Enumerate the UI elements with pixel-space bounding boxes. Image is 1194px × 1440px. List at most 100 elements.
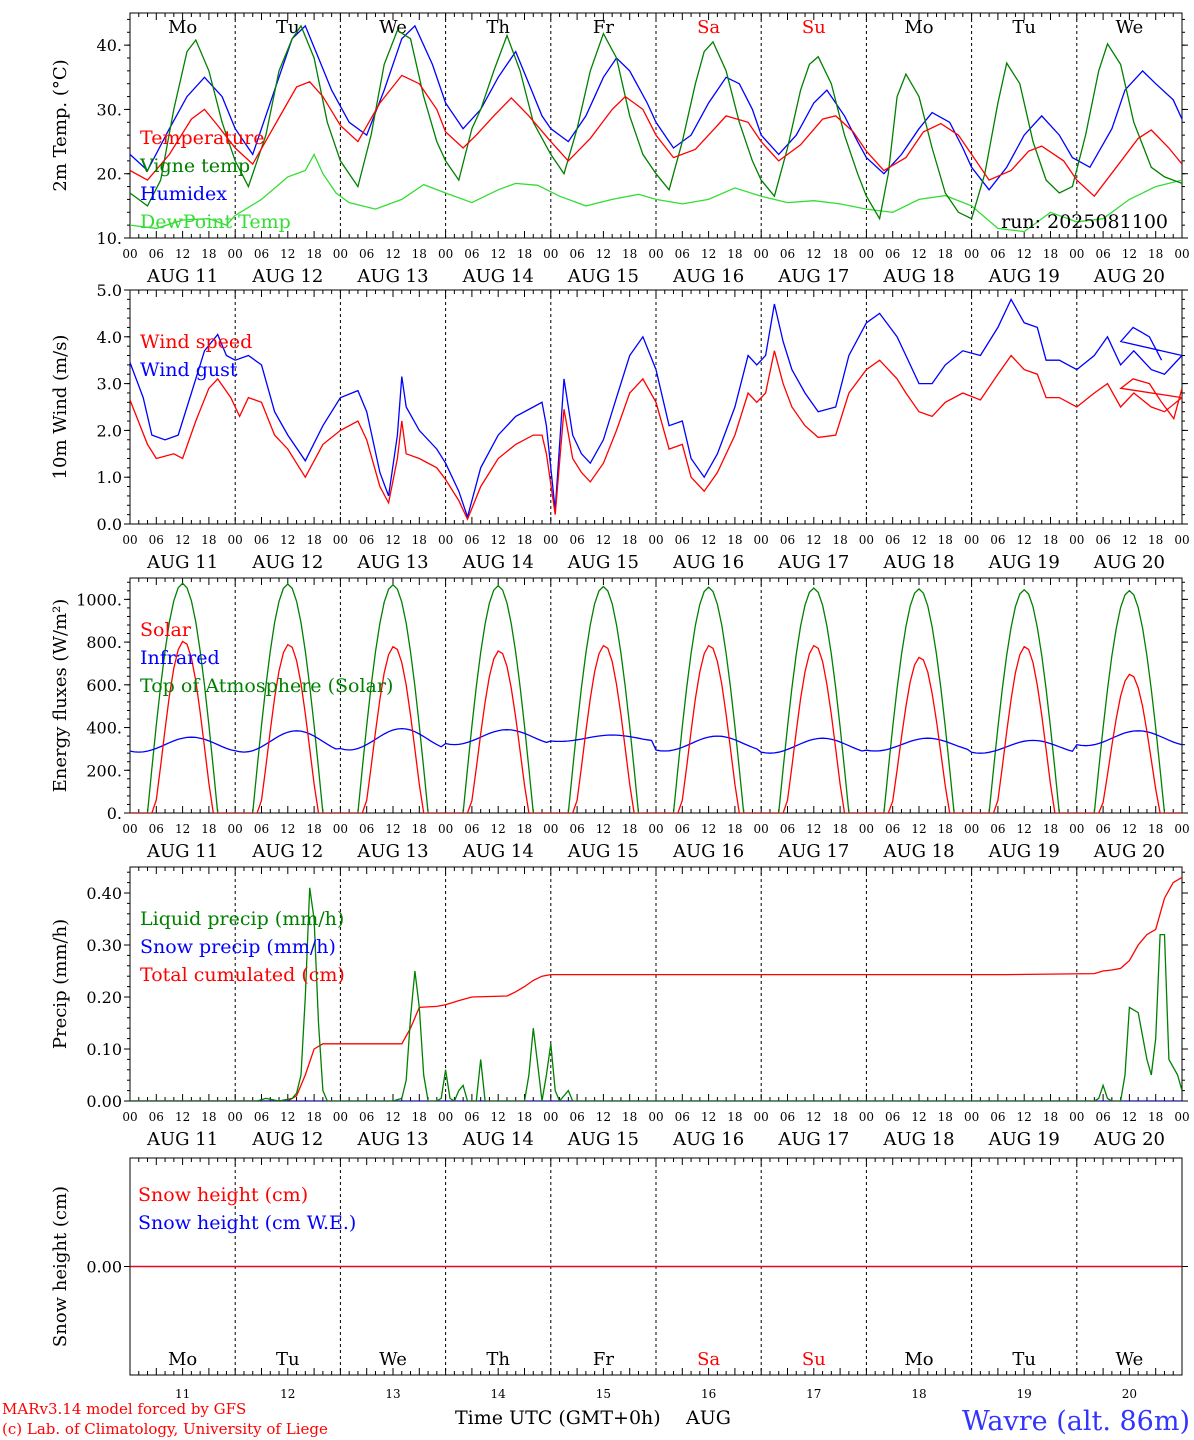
hour-tick-label: 06	[359, 1110, 374, 1124]
hour-tick-label: 00	[438, 247, 453, 261]
hour-tick-label: 06	[569, 1110, 584, 1124]
y-tick-label: 10.	[97, 229, 122, 248]
credit-line-2: (c) Lab. of Climatology, University of L…	[2, 1420, 328, 1438]
day-number-label: 12	[280, 1387, 295, 1401]
date-label: AUG 12	[251, 552, 323, 573]
hour-tick-label: 12	[1017, 1110, 1032, 1124]
hour-tick-label: 06	[1095, 247, 1110, 261]
weekday-label: Mo	[168, 17, 197, 38]
hour-tick-label: 06	[254, 533, 269, 547]
hour-tick-label: 00	[754, 822, 769, 836]
date-label: AUG 14	[462, 841, 534, 862]
hour-tick-label: 00	[754, 1110, 769, 1124]
legend-entry: Infrared	[140, 647, 220, 669]
hour-tick-label: 12	[1122, 1110, 1137, 1124]
hour-tick-label: 12	[701, 1110, 716, 1124]
y-axis-label: Energy fluxes (W/m²)	[50, 599, 71, 793]
hour-tick-label: 00	[1174, 247, 1189, 261]
hour-tick-label: 06	[1095, 533, 1110, 547]
hour-tick-label: 00	[333, 533, 348, 547]
hour-tick-label: 18	[727, 822, 742, 836]
y-tick-label: 3.0	[97, 375, 122, 394]
hour-tick-label: 12	[175, 1110, 190, 1124]
hour-tick-label: 18	[517, 1110, 532, 1124]
y-axis-label: 10m Wind (m/s)	[50, 335, 71, 480]
hour-tick-label: 18	[832, 247, 847, 261]
date-label: AUG 11	[146, 1129, 218, 1150]
hour-tick-label: 00	[964, 247, 979, 261]
hour-tick-label: 18	[1043, 822, 1058, 836]
y-tick-label: 0.40	[86, 884, 122, 903]
date-label: AUG 18	[882, 266, 954, 287]
hour-tick-label: 18	[306, 247, 321, 261]
y-tick-label: 0.00	[86, 1258, 122, 1277]
series-line-liquid-precip-mm-h-	[130, 887, 1182, 1101]
hour-tick-label: 00	[1069, 1110, 1084, 1124]
y-tick-label: 400.	[86, 719, 122, 738]
day-number-label: 19	[1017, 1387, 1032, 1401]
weekday-label: Fr	[593, 17, 614, 38]
legend-entry: Wind gust	[140, 359, 238, 381]
hour-tick-label: 06	[254, 247, 269, 261]
y-tick-label: 1.0	[97, 468, 122, 487]
weekday-label: Su	[802, 17, 826, 38]
hour-tick-label: 18	[201, 822, 216, 836]
date-label: AUG 16	[672, 552, 744, 573]
hour-tick-label: 00	[1069, 247, 1084, 261]
date-label: AUG 12	[251, 1129, 323, 1150]
hour-tick-label: 06	[1095, 1110, 1110, 1124]
hour-tick-label: 00	[543, 822, 558, 836]
date-label: AUG 15	[567, 841, 639, 862]
hour-tick-label: 00	[122, 1110, 137, 1124]
weekday-label: Mo	[904, 17, 933, 38]
y-tick-label: 30.	[97, 100, 122, 119]
date-label: AUG 20	[1093, 266, 1165, 287]
hour-tick-label: 18	[1148, 1110, 1163, 1124]
hour-tick-label: 12	[491, 822, 506, 836]
hour-tick-label: 12	[491, 247, 506, 261]
hour-tick-label: 18	[727, 247, 742, 261]
hour-tick-label: 06	[464, 1110, 479, 1124]
date-label: AUG 15	[567, 552, 639, 573]
hour-tick-label: 06	[254, 822, 269, 836]
legend-entry: Solar	[140, 619, 192, 641]
hour-tick-label: 12	[701, 822, 716, 836]
hour-tick-label: 12	[911, 533, 926, 547]
hour-tick-label: 12	[385, 1110, 400, 1124]
hour-tick-label: 00	[859, 533, 874, 547]
hour-tick-label: 12	[385, 533, 400, 547]
hour-tick-label: 18	[1043, 247, 1058, 261]
hour-tick-label: 12	[175, 533, 190, 547]
weekday-label: Tu	[276, 1349, 300, 1370]
hour-tick-label: 18	[622, 1110, 637, 1124]
hour-tick-label: 00	[122, 822, 137, 836]
hour-tick-label: 18	[1148, 247, 1163, 261]
panel-precip: 0.00 0.10 0.20 0.30 0.40 Precip (mm/h) 00 06 12 1…	[50, 866, 1190, 1150]
weekday-label: Tu	[276, 17, 300, 38]
hour-tick-label: 06	[990, 247, 1005, 261]
y-tick-label: 40.	[97, 36, 122, 55]
series-line-infrared	[130, 727, 1182, 754]
hour-tick-label: 12	[911, 822, 926, 836]
y-tick-label: 0.	[107, 804, 122, 823]
legend-entry: DewPoint Temp	[140, 211, 291, 233]
hour-tick-label: 18	[412, 533, 427, 547]
station-title: Wavre (alt. 86m)	[962, 1406, 1190, 1437]
hour-tick-label: 18	[306, 1110, 321, 1124]
hour-tick-label: 18	[517, 247, 532, 261]
hour-tick-label: 12	[911, 1110, 926, 1124]
panel-wind: 0.0 1.0 2.0 3.0 4.0 5.0 10m Wind (m/s) 00 06 12 18…	[50, 281, 1190, 573]
hour-tick-label: 06	[359, 247, 374, 261]
hour-tick-label: 06	[464, 822, 479, 836]
date-label: AUG 13	[356, 266, 428, 287]
hour-tick-label: 18	[1043, 1110, 1058, 1124]
y-tick-label: 0.0	[97, 515, 122, 534]
y-tick-label: 1000.	[76, 590, 122, 609]
hour-tick-label: 00	[333, 1110, 348, 1124]
date-label: AUG 11	[146, 266, 218, 287]
hour-tick-label: 12	[175, 822, 190, 836]
hour-tick-label: 12	[701, 247, 716, 261]
hour-tick-label: 12	[1017, 247, 1032, 261]
